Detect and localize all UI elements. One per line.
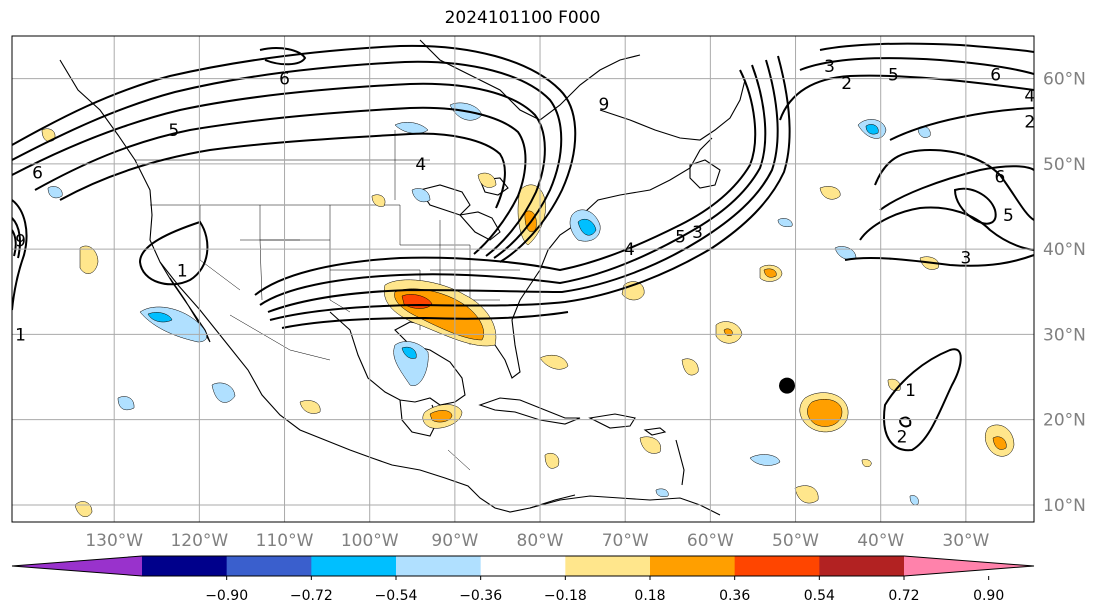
colorbar-tick-label: 0.72 xyxy=(888,588,919,604)
colorbar-bin xyxy=(311,556,397,576)
colorbar-bin xyxy=(734,556,820,576)
contour-label: 2 xyxy=(841,74,852,94)
colorbar-bin xyxy=(226,556,312,576)
colorbar-tick-label: −0.18 xyxy=(544,588,587,604)
colorbar-tick-label: 0.36 xyxy=(719,588,750,604)
colorbar-tick-label: −0.90 xyxy=(205,588,248,604)
colorbar-tick-label: 0.18 xyxy=(634,588,665,604)
contour-label: 1 xyxy=(905,381,916,401)
gridlines xyxy=(12,36,1034,522)
lon-tick-label: 110°W xyxy=(256,531,314,551)
contour-label: 6 xyxy=(279,70,290,90)
colorbar-bin xyxy=(142,556,228,576)
lat-tick-label: 60°N xyxy=(1043,70,1086,90)
lon-tick-label: 70°W xyxy=(602,531,649,551)
lat-tick-label: 40°N xyxy=(1043,240,1086,260)
colorbar-bin xyxy=(396,556,482,576)
colorbar-bin xyxy=(650,556,736,576)
longitude-axis: 130°W 120°W 110°W 100°W 90°W 80°W 70°W 60°W 50°W… xyxy=(85,531,989,551)
colorbar: −0.90 −0.72 −0.54 −0.36 −0.18 0.18 0.36 0.54 0.7… xyxy=(11,555,1035,604)
contour-label: 4 xyxy=(1024,87,1035,107)
lon-tick-label: 40°W xyxy=(857,531,904,551)
contour-label: 4 xyxy=(415,155,426,175)
colorbar-bin xyxy=(819,556,905,576)
anomaly-shading xyxy=(41,102,1015,517)
contour-label: 5 xyxy=(1003,206,1014,226)
colorbar-bin xyxy=(565,556,651,576)
contour-label: 5 xyxy=(675,227,686,247)
lon-tick-label: 130°W xyxy=(85,531,143,551)
contour-label: 2 xyxy=(897,428,908,448)
contour-label: 6 xyxy=(32,163,43,183)
contour-label: 9 xyxy=(598,95,609,115)
contour-label: 6 xyxy=(995,168,1006,188)
lat-tick-label: 50°N xyxy=(1043,155,1086,175)
lon-tick-label: 90°W xyxy=(431,531,478,551)
contour-label: 3 xyxy=(960,249,971,269)
contour-label: 9 xyxy=(15,232,26,252)
latitude-axis: 60°N 50°N 40°N 30°N 20°N 10°N xyxy=(1043,70,1086,516)
lon-tick-label: 30°W xyxy=(942,531,989,551)
colorbar-tick-label: −0.36 xyxy=(459,588,502,604)
contour-label: 6 xyxy=(990,65,1001,85)
colorbar-tick-label: 0.90 xyxy=(973,588,1004,604)
contour-label: 4 xyxy=(624,240,635,260)
lat-tick-label: 30°N xyxy=(1043,325,1086,345)
contour-label: 5 xyxy=(888,65,899,85)
lat-tick-label: 10°N xyxy=(1043,496,1086,516)
lat-tick-label: 20°N xyxy=(1043,411,1086,431)
colorbar-extend-max xyxy=(904,556,1034,576)
colorbar-tick-label: −0.72 xyxy=(290,588,333,604)
lon-tick-label: 60°W xyxy=(687,531,734,551)
contour-label: 3 xyxy=(824,57,835,77)
contour-label: 5 xyxy=(168,121,179,141)
map-title: 2024101100 F000 xyxy=(444,8,601,28)
contour-label: 1 xyxy=(15,325,26,345)
map-frame xyxy=(11,35,1035,523)
contour-label: 1 xyxy=(177,261,188,281)
lon-tick-label: 80°W xyxy=(517,531,564,551)
lon-tick-label: 50°W xyxy=(772,531,819,551)
lon-tick-label: 120°W xyxy=(170,531,228,551)
contour-label: 3 xyxy=(692,223,703,243)
colorbar-tick-label: −0.54 xyxy=(375,588,418,604)
storm-marker xyxy=(779,377,796,394)
colorbar-bin xyxy=(480,556,566,576)
contour-label: 2 xyxy=(1024,112,1035,132)
colorbar-extend-min xyxy=(12,556,142,576)
lon-tick-label: 100°W xyxy=(341,531,399,551)
colorbar-tick-label: 0.54 xyxy=(804,588,835,604)
